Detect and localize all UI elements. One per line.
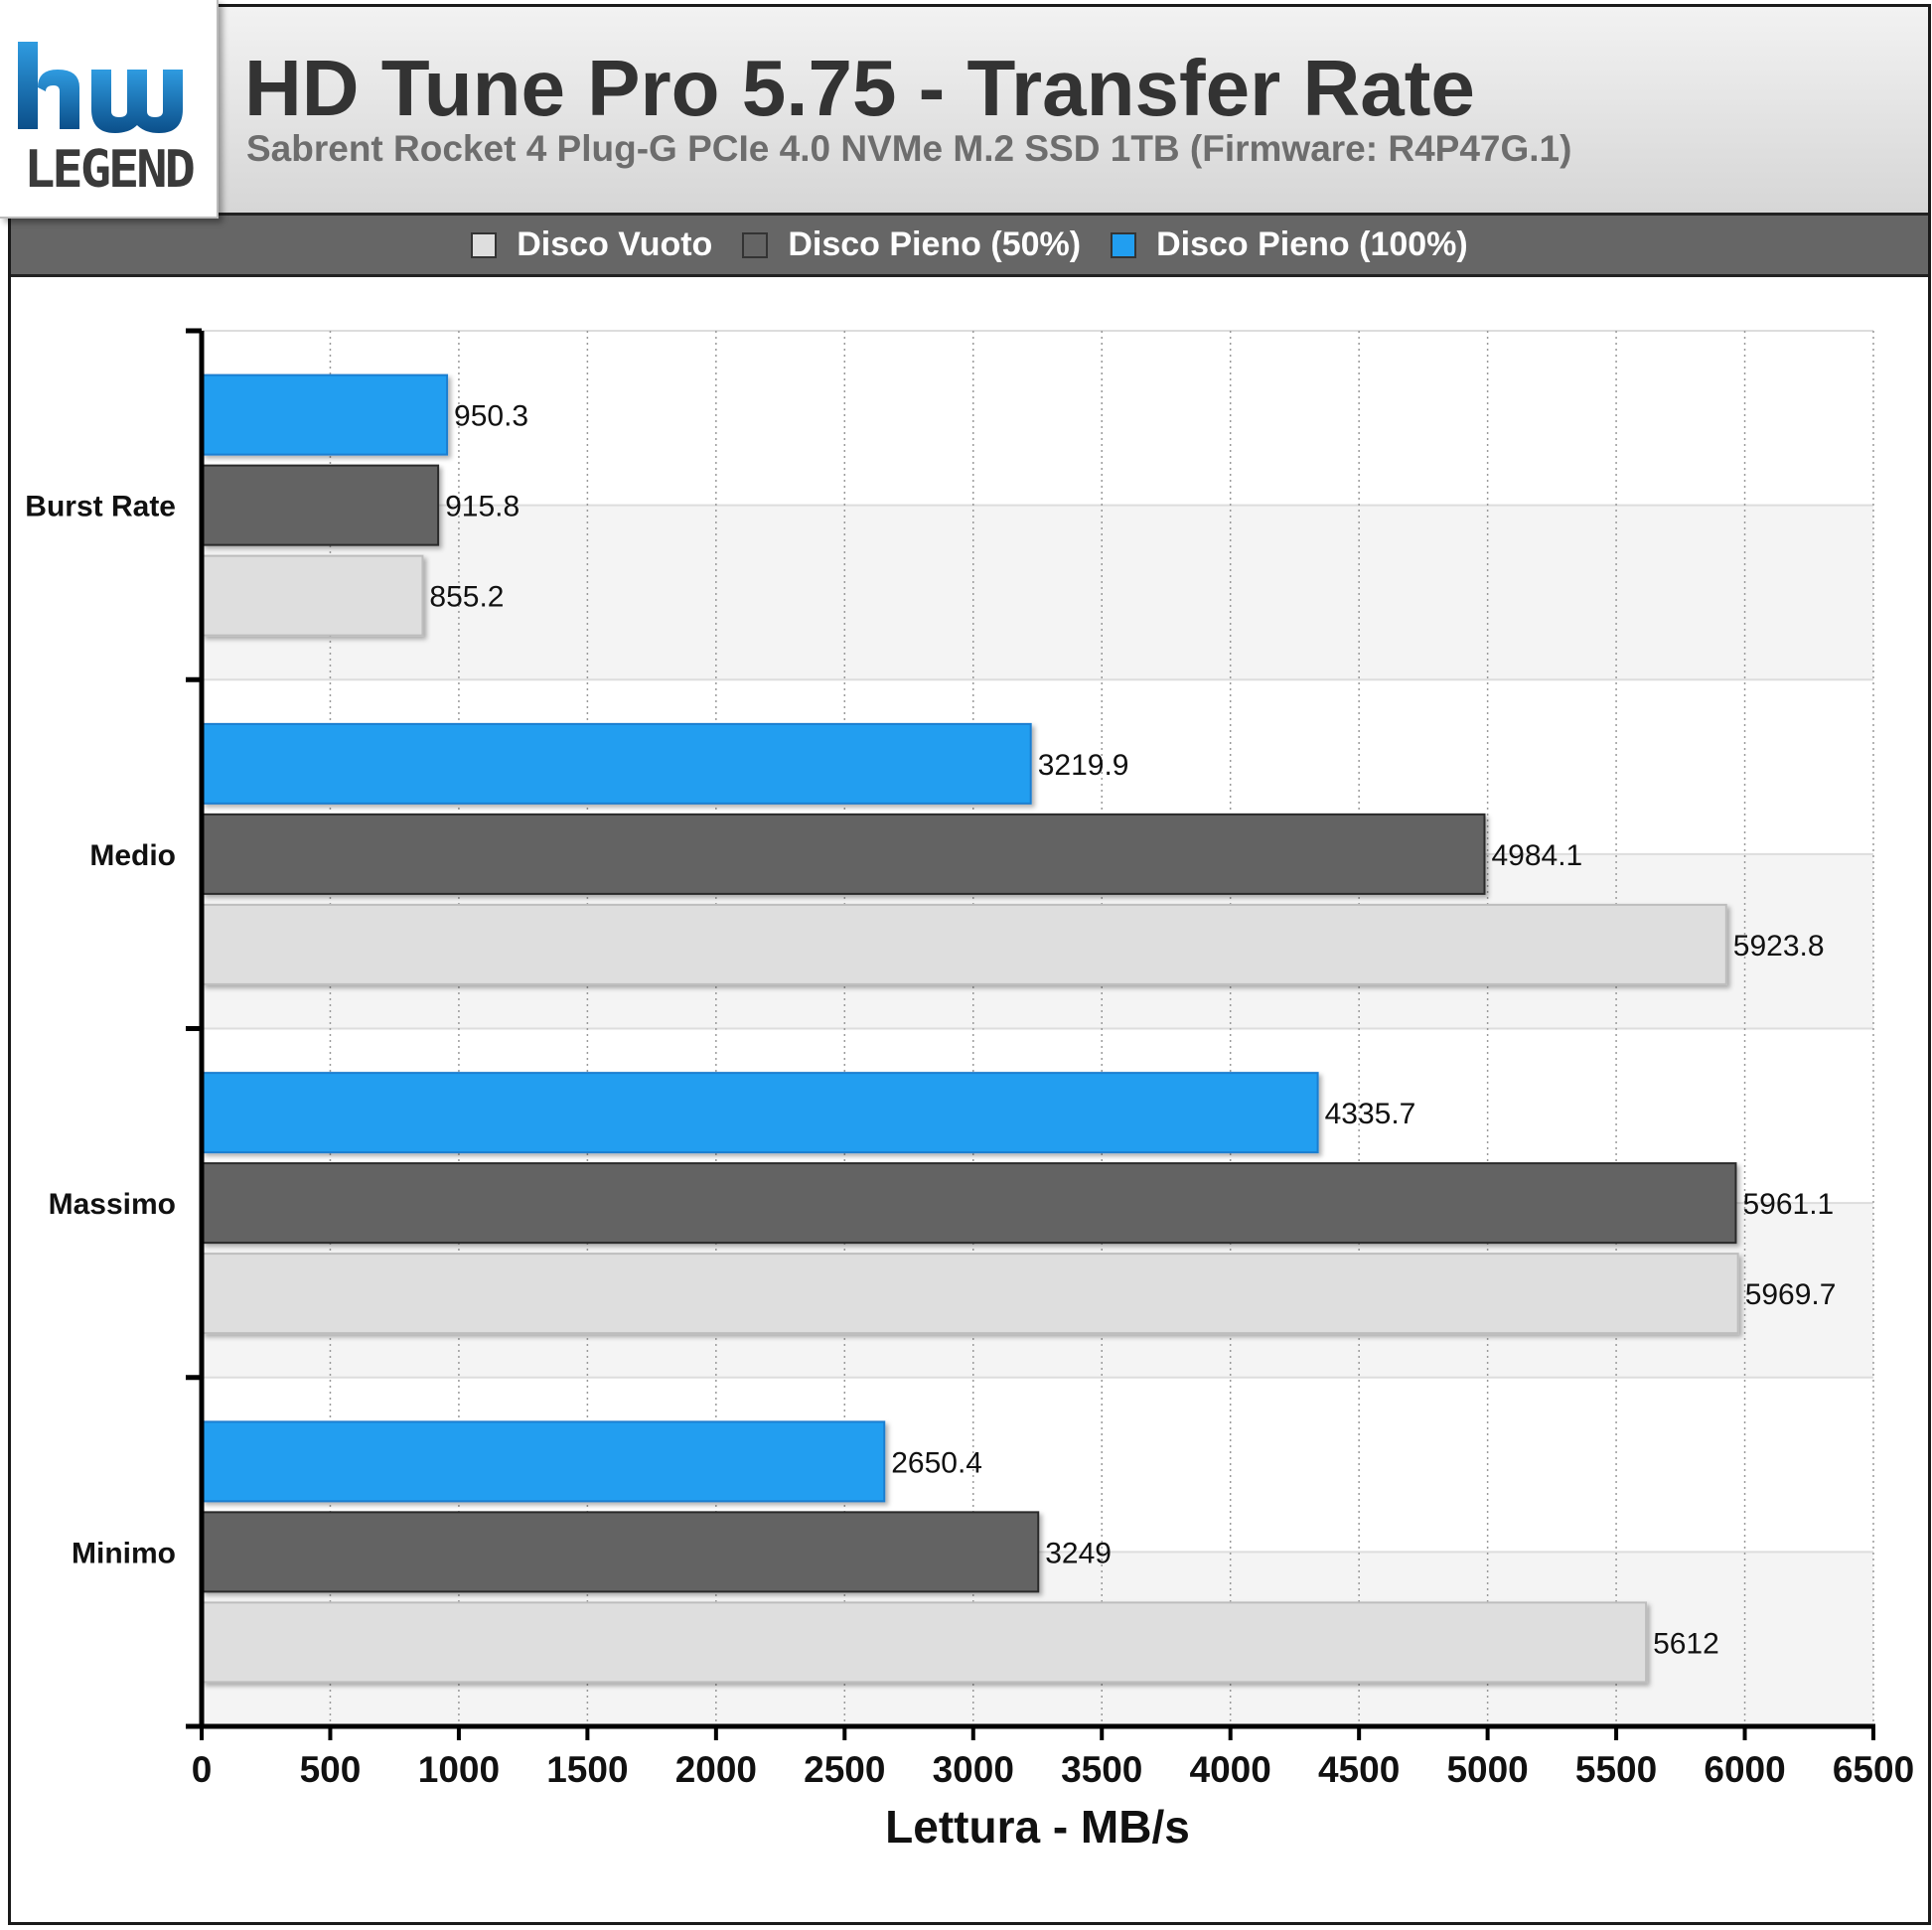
bar-minimo-disco-pieno-100 bbox=[202, 1420, 886, 1503]
x-tick-label: 6500 bbox=[1833, 1749, 1914, 1790]
data-label-massimo-disco-vuoto: 5969.7 bbox=[1745, 1278, 1837, 1311]
hwlegend-logo: LEGEND bbox=[0, 0, 219, 219]
x-tick-label: 3500 bbox=[1061, 1749, 1142, 1790]
x-tick-label: 2000 bbox=[675, 1749, 757, 1790]
data-label-massimo-disco-pieno-50: 5961.1 bbox=[1742, 1188, 1834, 1221]
x-tick-label: 4500 bbox=[1318, 1749, 1400, 1790]
data-label-minimo-disco-pieno-50: 3249 bbox=[1045, 1537, 1112, 1569]
bar-burst-rate-disco-pieno-100 bbox=[202, 373, 449, 456]
x-tick-label: 500 bbox=[300, 1749, 362, 1790]
bar-minimo-disco-vuoto bbox=[202, 1601, 1648, 1684]
x-tick-label: 5500 bbox=[1575, 1749, 1657, 1790]
chart-subtitle: Sabrent Rocket 4 Plug-G PCIe 4.0 NVMe M.… bbox=[246, 128, 1572, 169]
data-label-medio-disco-vuoto: 5923.8 bbox=[1733, 930, 1825, 963]
category-label-burst-rate: Burst Rate bbox=[25, 491, 176, 523]
legend-item-disco-pieno-50: Disco Pieno (50%) bbox=[742, 225, 1081, 264]
bar-burst-rate-disco-vuoto bbox=[202, 554, 424, 637]
data-label-minimo-disco-vuoto: 5612 bbox=[1653, 1627, 1719, 1660]
legend-swatch-disco-pieno-100 bbox=[1111, 231, 1137, 258]
data-label-burst-rate-disco-pieno-50: 915.8 bbox=[445, 491, 520, 523]
category-label-massimo: Massimo bbox=[49, 1188, 176, 1221]
data-label-burst-rate-disco-vuoto: 855.2 bbox=[429, 581, 504, 614]
legend-swatch-disco-vuoto bbox=[471, 231, 498, 258]
bar-burst-rate-disco-pieno-50 bbox=[202, 464, 440, 546]
legend-label-disco-vuoto: Disco Vuoto bbox=[517, 225, 713, 263]
x-tick-label: 6000 bbox=[1704, 1749, 1785, 1790]
legend-label-disco-pieno-100: Disco Pieno (100%) bbox=[1156, 225, 1468, 263]
x-axis-title: Lettura - MB/s bbox=[885, 1801, 1190, 1853]
legend-swatch-disco-pieno-50 bbox=[742, 231, 769, 258]
legend-label-disco-pieno-50: Disco Pieno (50%) bbox=[788, 225, 1082, 263]
data-label-medio-disco-pieno-100: 3219.9 bbox=[1038, 749, 1129, 782]
data-label-massimo-disco-pieno-100: 4335.7 bbox=[1325, 1098, 1416, 1130]
chart-legend: Disco Vuoto Disco Pieno (50%) Disco Pien… bbox=[11, 216, 1928, 277]
data-label-minimo-disco-pieno-100: 2650.4 bbox=[891, 1446, 982, 1479]
data-label-burst-rate-disco-pieno-100: 950.3 bbox=[454, 400, 528, 433]
category-label-medio: Medio bbox=[89, 839, 176, 872]
chart-title: HD Tune Pro 5.75 - Transfer Rate bbox=[244, 44, 1475, 132]
bar-medio-disco-pieno-100 bbox=[202, 722, 1032, 805]
bar-massimo-disco-pieno-50 bbox=[202, 1162, 1737, 1245]
x-tick-label: 0 bbox=[192, 1749, 213, 1790]
plot-band-shade bbox=[202, 505, 1873, 680]
x-tick-label: 5000 bbox=[1446, 1749, 1528, 1790]
bar-medio-disco-pieno-50 bbox=[202, 813, 1486, 895]
chart-header: HD Tune Pro 5.75 - Transfer Rate Sabrent… bbox=[11, 7, 1928, 216]
hwlegend-logo-mark: LEGEND bbox=[18, 42, 197, 200]
x-tick-label: 2500 bbox=[804, 1749, 885, 1790]
bar-massimo-disco-pieno-100 bbox=[202, 1072, 1319, 1154]
legend-item-disco-vuoto: Disco Vuoto bbox=[471, 225, 712, 264]
bar-medio-disco-vuoto bbox=[202, 903, 1727, 985]
x-tick-label: 1500 bbox=[546, 1749, 628, 1790]
category-label-minimo: Minimo bbox=[72, 1537, 176, 1569]
bar-minimo-disco-pieno-50 bbox=[202, 1511, 1040, 1593]
bar-massimo-disco-vuoto bbox=[202, 1253, 1739, 1335]
x-tick-label: 1000 bbox=[418, 1749, 500, 1790]
legend-item-disco-pieno-100: Disco Pieno (100%) bbox=[1111, 225, 1468, 264]
x-tick-label: 3000 bbox=[933, 1749, 1014, 1790]
data-label-medio-disco-pieno-50: 4984.1 bbox=[1491, 839, 1582, 872]
x-tick-label: 4000 bbox=[1190, 1749, 1271, 1790]
logo-wordmark: LEGEND bbox=[24, 140, 194, 200]
